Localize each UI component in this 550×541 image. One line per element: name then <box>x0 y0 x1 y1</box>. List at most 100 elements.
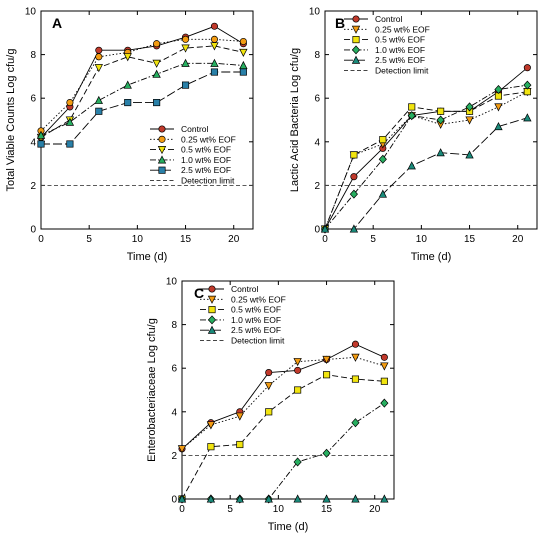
data-point-s0 <box>351 340 360 348</box>
series-line-1 <box>40 38 244 132</box>
data-point-s4 <box>124 99 132 107</box>
data-point-s4 <box>210 68 219 76</box>
legend-marker <box>351 45 361 55</box>
x-tick-label: 15 <box>180 234 192 245</box>
legend-marker <box>208 285 216 293</box>
y-tick-label: 6 <box>171 364 177 375</box>
data-point-s2 <box>239 48 248 57</box>
data-point-s3 <box>523 80 532 90</box>
legend-marker <box>352 36 360 44</box>
y-axis-label: Total Viable Counts Log cfu/g <box>5 49 17 192</box>
data-point-s1 <box>181 35 190 43</box>
legend-label: 2.5 wt% EOF <box>231 325 281 335</box>
data-point-s3 <box>36 130 46 139</box>
data-point-s2 <box>350 151 358 159</box>
data-point-s0 <box>294 366 302 374</box>
data-point-s2 <box>123 53 132 62</box>
data-point-s3 <box>94 95 103 104</box>
y-tick-label: 0 <box>171 495 177 506</box>
data-point-s3 <box>322 448 331 458</box>
series-line-2 <box>40 45 244 138</box>
data-point-s4 <box>494 121 503 131</box>
y-tick-label: 0 <box>314 225 320 236</box>
series-line-2 <box>324 91 528 230</box>
data-point-s4 <box>66 140 74 148</box>
y-tick-label: 0 <box>30 225 36 236</box>
series-line-0 <box>40 25 244 138</box>
legend-label: 0.5 wt% EOF <box>375 35 425 45</box>
x-tick-label: 15 <box>464 234 476 245</box>
x-tick-label: 0 <box>322 234 328 245</box>
chart-panel-A: A 0 2 4 6 8 10 0 5 10 15 20 Time (d) Total Viable Cou… <box>5 7 254 263</box>
y-tick-label: 8 <box>314 50 320 61</box>
y-tick-label: 8 <box>171 320 177 331</box>
x-axis-label: Time (d) <box>127 251 168 263</box>
x-axis-label: Time (d) <box>411 251 452 263</box>
data-point-s1 <box>235 412 244 421</box>
y-tick-label: 4 <box>30 137 36 148</box>
y-tick-label: 10 <box>166 277 178 288</box>
data-point-s1 <box>66 99 74 107</box>
data-point-s3 <box>123 80 132 89</box>
data-point-s4 <box>465 150 474 159</box>
data-point-s4 <box>349 224 359 233</box>
data-point-s1 <box>210 35 219 43</box>
panel-label: C <box>194 285 204 301</box>
data-point-s2 <box>236 440 244 449</box>
data-point-s2 <box>181 44 190 53</box>
data-point-s0 <box>380 353 388 361</box>
data-point-s2 <box>379 136 387 144</box>
data-point-s0 <box>265 369 273 377</box>
data-point-s0 <box>95 46 103 54</box>
data-point-s4 <box>264 494 273 503</box>
legend-label: Detection limit <box>231 336 285 346</box>
x-tick-label: 5 <box>86 234 92 245</box>
series-line-3 <box>324 84 528 230</box>
data-point-s2 <box>207 443 215 451</box>
data-point-s1 <box>322 355 331 365</box>
x-tick-label: 15 <box>321 504 333 515</box>
data-point-s2 <box>322 371 331 379</box>
data-point-s4 <box>380 494 389 503</box>
legend-marker <box>157 155 167 164</box>
x-tick-label: 20 <box>512 234 524 245</box>
y-tick-label: 8 <box>30 50 36 61</box>
data-point-s1 <box>95 53 103 61</box>
data-point-s4 <box>407 161 416 170</box>
data-point-s1 <box>177 445 187 454</box>
data-point-s4 <box>523 113 532 122</box>
data-point-s2 <box>265 408 273 416</box>
x-tick-label: 5 <box>370 234 376 245</box>
data-point-s4 <box>181 81 190 89</box>
x-tick-label: 0 <box>179 504 185 515</box>
chart-panel-B: B 0 2 4 6 8 10 0 5 10 15 20 Time (d) Lactic Acid Bact… <box>289 7 538 263</box>
x-tick-label: 10 <box>132 234 144 245</box>
data-point-s1 <box>494 103 503 112</box>
data-point-s0 <box>523 64 531 72</box>
legend-marker <box>208 306 216 314</box>
legend-marker <box>158 135 166 143</box>
legend-label: 0.5 wt% EOF <box>231 305 281 315</box>
x-tick-label: 5 <box>227 504 233 515</box>
y-tick-label: 6 <box>314 94 320 105</box>
data-point-s3 <box>465 102 474 112</box>
data-point-s1 <box>239 37 247 46</box>
legend-label: 1.0 wt% EOF <box>375 45 425 55</box>
data-point-s2 <box>294 386 302 394</box>
series-line-3 <box>182 402 385 500</box>
data-point-s3 <box>494 84 503 95</box>
data-point-s4 <box>206 494 216 503</box>
y-tick-label: 2 <box>314 181 320 192</box>
data-point-s0 <box>350 173 358 181</box>
data-point-s2 <box>210 42 219 51</box>
data-point-s1 <box>293 358 302 367</box>
legend-label: 0.25 wt% EOF <box>181 134 236 144</box>
data-point-s2 <box>152 59 161 68</box>
y-tick-label: 6 <box>30 94 36 105</box>
data-point-s3 <box>380 398 389 408</box>
data-point-s3 <box>239 60 248 70</box>
data-point-s3 <box>351 418 360 428</box>
